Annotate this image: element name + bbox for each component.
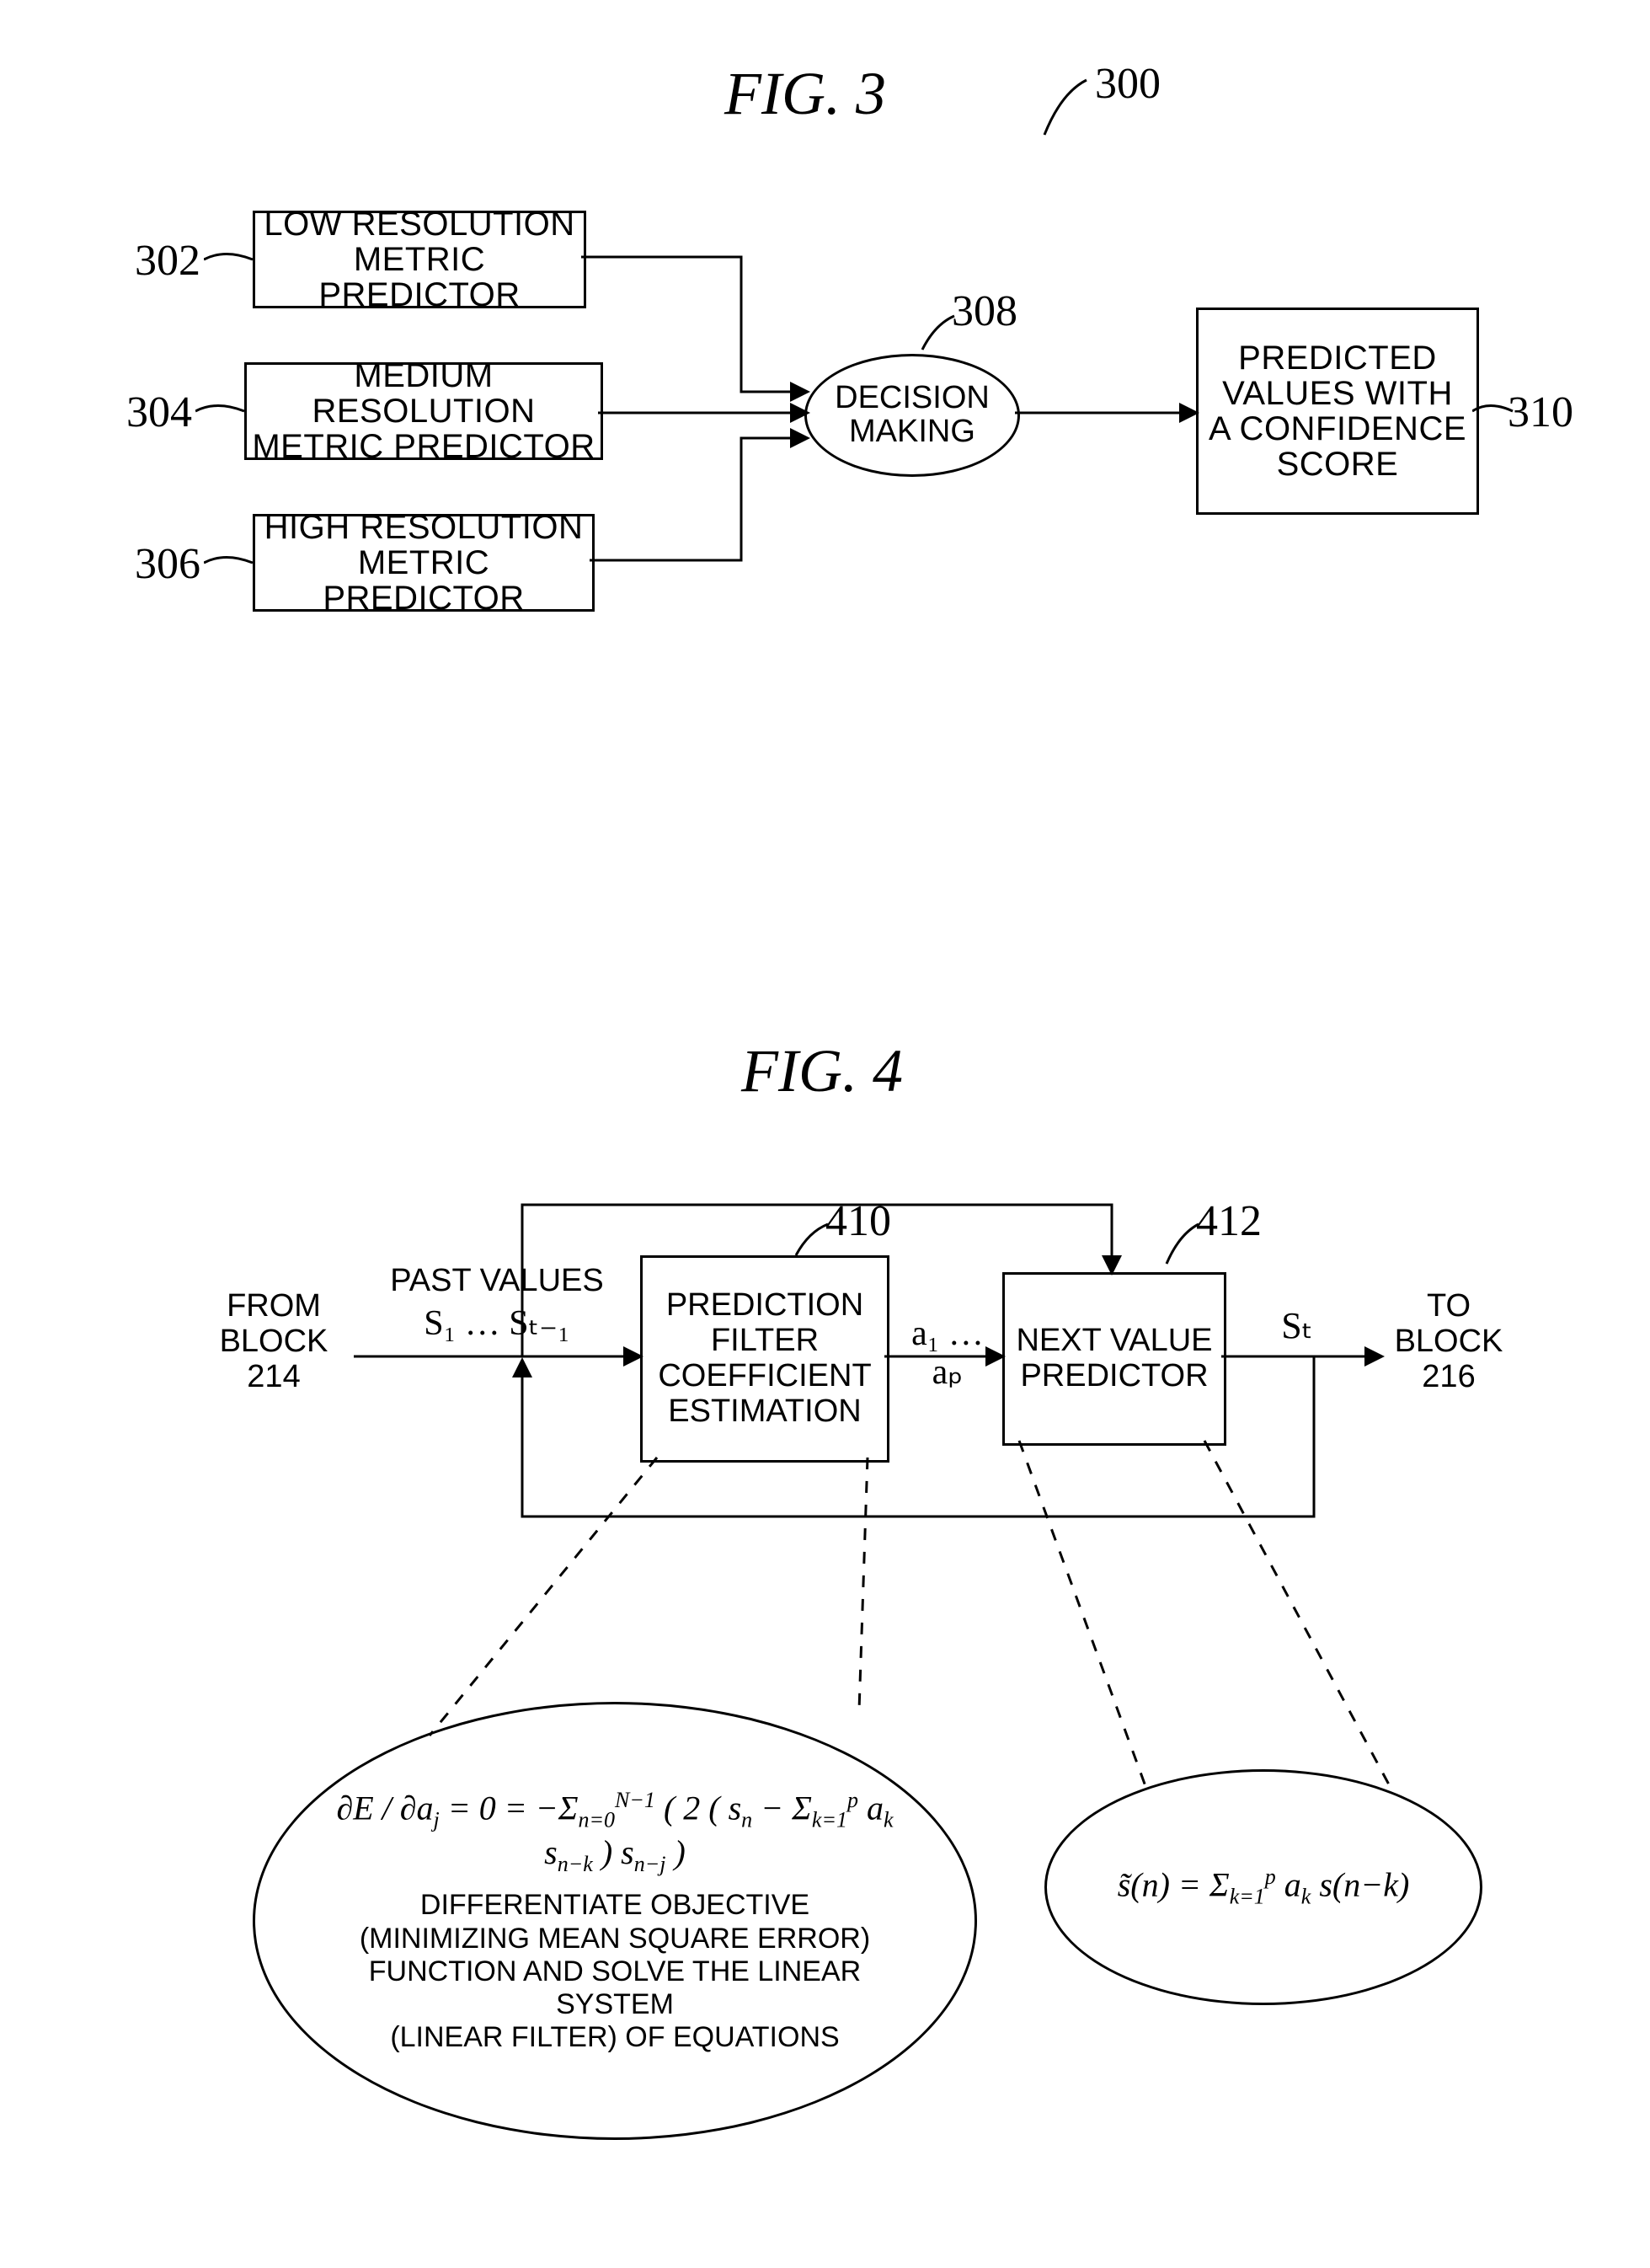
next-value-predictor-block: NEXT VALUEPREDICTOR	[1002, 1272, 1226, 1446]
prediction-filter-block: PREDICTIONFILTERCOEFFICIENTESTIMATION	[640, 1255, 889, 1463]
medium-resolution-predictor-text: MEDIUM RESOLUTIONMETRIC PREDICTOR	[247, 358, 601, 464]
ref-412-tick	[1158, 1222, 1209, 1272]
st-label: Sₜ	[1263, 1306, 1331, 1346]
predicted-values-text: PREDICTEDVALUES WITHA CONFIDENCESCORE	[1209, 340, 1466, 482]
past-values-label: PAST VALUES	[387, 1264, 606, 1299]
objective-formula-ellipse: ∂E / ∂aj = 0 = −Σn=0N−1 ( 2 ( sn − Σk=1p…	[253, 1702, 977, 2140]
high-resolution-predictor-text: HIGH RESOLUTIONMETRIC PREDICTOR	[255, 510, 592, 616]
next-value-predictor-text: NEXT VALUEPREDICTOR	[1016, 1324, 1212, 1394]
ref-302-tick	[204, 244, 254, 278]
ref-300: 300	[1036, 67, 1112, 147]
ref-310-label: 310	[1508, 388, 1573, 437]
figure-3: FIG. 3 300 LOW RESOLUTIONMETRIC PREDICTO…	[0, 0, 1650, 876]
predictor-formula: s̃(n) = Σk=1p ak s(n−k)	[1118, 1864, 1410, 1909]
high-resolution-predictor-box: HIGH RESOLUTIONMETRIC PREDICTOR	[253, 514, 595, 612]
fig4-title: FIG. 4	[741, 1036, 903, 1106]
ref-308-tick	[914, 312, 964, 362]
decision-making-ellipse: DECISIONMAKING	[804, 354, 1020, 477]
decision-making-text: DECISIONMAKING	[835, 382, 990, 449]
past-values-symbols: S₁ … Sₜ₋₁	[387, 1304, 606, 1343]
ref-306-label: 306	[135, 539, 200, 589]
medium-resolution-predictor-box: MEDIUM RESOLUTIONMETRIC PREDICTOR	[244, 362, 603, 460]
ref-304-tick	[195, 396, 246, 430]
ref-410-tick	[788, 1222, 838, 1264]
predicted-values-box: PREDICTEDVALUES WITHA CONFIDENCESCORE	[1196, 308, 1479, 515]
ref-304-label: 304	[126, 388, 192, 437]
ref-306-tick	[204, 548, 254, 581]
prediction-filter-text: PREDICTIONFILTERCOEFFICIENTESTIMATION	[658, 1288, 871, 1429]
ref-302-label: 302	[135, 236, 200, 286]
figure-4: FIG. 4 FROMBLOCK214 PAST VALUES S₁ … Sₜ₋…	[0, 1011, 1650, 2268]
predictor-formula-ellipse: s̃(n) = Σk=1p ak s(n−k)	[1044, 1769, 1482, 2005]
coefficients-label: a₁ … aₚ	[893, 1314, 1002, 1392]
from-block-label: FROMBLOCK214	[198, 1289, 350, 1394]
low-resolution-predictor-text: LOW RESOLUTIONMETRIC PREDICTOR	[255, 206, 584, 313]
fig3-title: FIG. 3	[724, 59, 886, 129]
ref-310-tick	[1472, 396, 1514, 430]
ref-300-label: 300	[1095, 59, 1161, 109]
objective-formula: ∂E / ∂aj = 0 = −Σn=0N−1 ( 2 ( sn − Σk=1p…	[323, 1788, 907, 1877]
objective-caption: DIFFERENTIATE OBJECTIVE(MINIMIZING MEAN …	[323, 1889, 907, 2053]
low-resolution-predictor-box: LOW RESOLUTIONMETRIC PREDICTOR	[253, 211, 586, 308]
to-block-label: TOBLOCK216	[1381, 1289, 1516, 1394]
page: FIG. 3 300 LOW RESOLUTIONMETRIC PREDICTO…	[0, 0, 1650, 2268]
